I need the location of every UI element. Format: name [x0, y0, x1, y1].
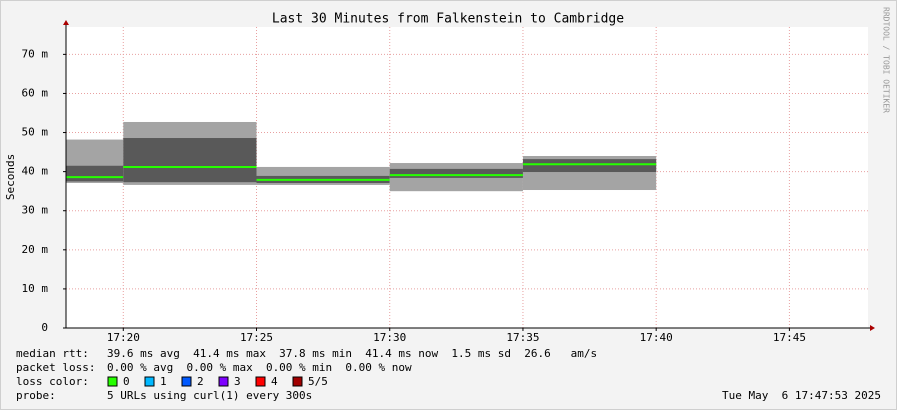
- probe-label: probe:: [16, 389, 56, 402]
- smoke-dark: [389, 168, 523, 178]
- stat-label: median rtt:: [16, 347, 89, 360]
- y-tick-label: 30 m: [22, 204, 49, 217]
- loss-swatch: [292, 376, 303, 387]
- smoke-dark: [123, 138, 257, 183]
- legend: median rtt: 39.6 ms avg 41.4 ms max 37.8 …: [16, 347, 881, 402]
- loss-swatch-label: 5/5: [308, 375, 328, 388]
- stat-text: 0.00 % avg 0.00 % max 0.00 % min 0.00 % …: [107, 361, 412, 374]
- y-tick-label: 70 m: [22, 47, 49, 60]
- loss-swatch-label: 2: [197, 375, 204, 388]
- loss-swatch-label: 4: [271, 375, 278, 388]
- loss-label: loss color:: [16, 375, 89, 388]
- y-tick-label: 0: [41, 321, 48, 334]
- x-tick-label: 17:45: [773, 331, 806, 344]
- loss-swatch-label: 3: [234, 375, 241, 388]
- x-tick-label: 17:20: [107, 331, 140, 344]
- y-axis-label: Seconds: [4, 154, 17, 200]
- smoke-dark: [66, 165, 124, 182]
- x-tick-label: 17:30: [373, 331, 406, 344]
- y-tick-label: 60 m: [22, 86, 49, 99]
- axes: 0 10 m 20 m 30 m 40 m 50 m 60 m 70 m 17:20 17:25 1…: [22, 20, 875, 344]
- chart-title: Last 30 Minutes from Falkenstein to Camb…: [272, 12, 624, 27]
- probe-text: 5 URLs using curl(1) every 300s: [107, 389, 312, 402]
- loss-swatch-label: 0: [123, 375, 130, 388]
- y-tick-label: 20 m: [22, 243, 49, 256]
- credit: RRDTOOL / TOBI OETIKER: [882, 7, 891, 113]
- x-tick-label: 17:35: [506, 331, 539, 344]
- y-tick-label: 40 m: [22, 165, 49, 178]
- date: Tue May 6 17:47:53 2025: [722, 389, 881, 402]
- stat-text: 39.6 ms avg 41.4 ms max 37.8 ms min 41.4…: [107, 347, 597, 360]
- y-tick-label: 10 m: [22, 282, 49, 295]
- plot: [66, 27, 868, 328]
- loss-swatch: [218, 376, 229, 387]
- loss-swatch: [181, 376, 192, 387]
- y-arrow: [63, 20, 69, 25]
- smoke-dark: [522, 159, 657, 173]
- loss-swatch: [144, 376, 155, 387]
- y-tick-label: 50 m: [22, 126, 49, 139]
- x-tick-label: 17:40: [640, 331, 673, 344]
- loss-swatch-label: 1: [160, 375, 167, 388]
- stat-label: packet loss:: [16, 361, 95, 374]
- loss-swatch: [107, 376, 118, 387]
- x-arrow: [870, 325, 875, 331]
- x-tick-label: 17:25: [240, 331, 273, 344]
- loss-swatch: [255, 376, 266, 387]
